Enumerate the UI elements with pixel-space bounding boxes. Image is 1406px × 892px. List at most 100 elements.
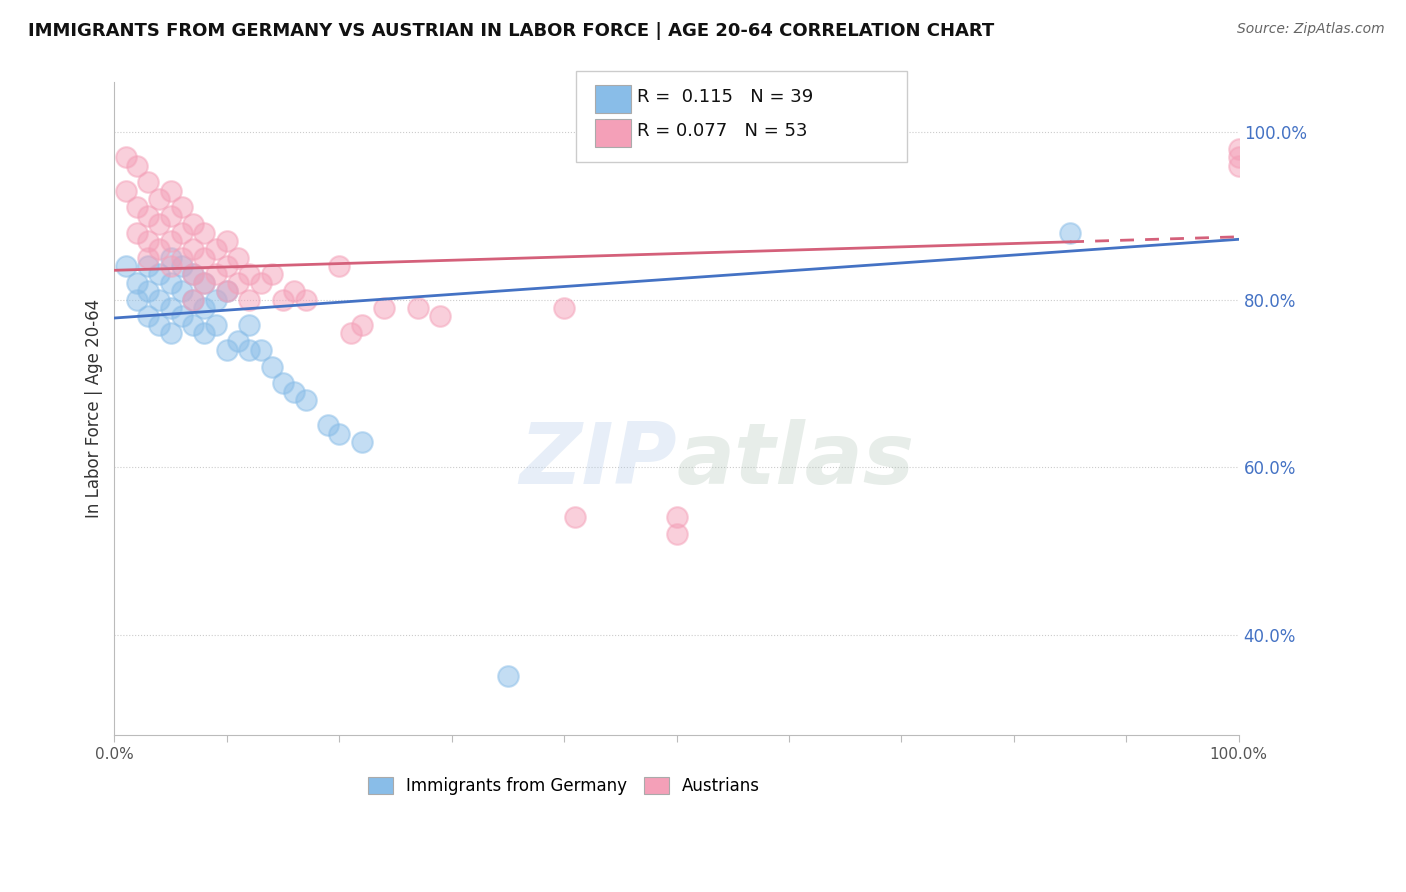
- Point: [148, 268, 170, 282]
- Point: [1059, 226, 1081, 240]
- Point: [215, 234, 238, 248]
- Point: [429, 310, 451, 324]
- Point: [406, 301, 429, 315]
- Point: [373, 301, 395, 315]
- Point: [181, 318, 204, 332]
- Point: [238, 293, 260, 307]
- Point: [159, 326, 181, 340]
- Point: [294, 393, 316, 408]
- Point: [339, 326, 361, 340]
- Point: [249, 343, 271, 357]
- Point: [114, 150, 136, 164]
- Point: [125, 201, 148, 215]
- Point: [170, 226, 193, 240]
- Point: [283, 384, 305, 399]
- Point: [181, 243, 204, 257]
- Point: [1227, 150, 1250, 164]
- Point: [136, 310, 159, 324]
- Point: [1227, 142, 1250, 156]
- Point: [125, 276, 148, 290]
- Point: [215, 343, 238, 357]
- Point: [193, 276, 215, 290]
- Point: [260, 359, 283, 374]
- Point: [249, 276, 271, 290]
- Point: [271, 376, 294, 391]
- Point: [1227, 159, 1250, 173]
- Point: [136, 259, 159, 273]
- Point: [564, 510, 586, 524]
- Y-axis label: In Labor Force | Age 20-64: In Labor Force | Age 20-64: [86, 299, 103, 518]
- Point: [204, 243, 226, 257]
- Point: [226, 334, 249, 349]
- Text: IMMIGRANTS FROM GERMANY VS AUSTRIAN IN LABOR FORCE | AGE 20-64 CORRELATION CHART: IMMIGRANTS FROM GERMANY VS AUSTRIAN IN L…: [28, 22, 994, 40]
- Point: [125, 226, 148, 240]
- Point: [181, 268, 204, 282]
- Point: [204, 268, 226, 282]
- Point: [136, 209, 159, 223]
- Point: [125, 159, 148, 173]
- Text: R = 0.077   N = 53: R = 0.077 N = 53: [637, 122, 807, 140]
- Point: [204, 318, 226, 332]
- Text: atlas: atlas: [676, 419, 915, 502]
- Point: [316, 418, 339, 433]
- Point: [193, 326, 215, 340]
- Point: [170, 284, 193, 298]
- Point: [159, 234, 181, 248]
- Point: [159, 301, 181, 315]
- Point: [350, 318, 373, 332]
- Point: [170, 259, 193, 273]
- Point: [170, 201, 193, 215]
- Point: [496, 669, 519, 683]
- Point: [260, 268, 283, 282]
- Point: [271, 293, 294, 307]
- Point: [181, 217, 204, 231]
- Point: [238, 318, 260, 332]
- Point: [328, 426, 350, 441]
- Legend: Immigrants from Germany, Austrians: Immigrants from Germany, Austrians: [361, 771, 768, 802]
- Point: [181, 293, 204, 307]
- Point: [114, 259, 136, 273]
- Point: [148, 243, 170, 257]
- Point: [215, 284, 238, 298]
- Point: [136, 234, 159, 248]
- Point: [159, 259, 181, 273]
- Text: ZIP: ZIP: [519, 419, 676, 502]
- Point: [125, 293, 148, 307]
- Point: [193, 301, 215, 315]
- Point: [283, 284, 305, 298]
- Point: [136, 251, 159, 265]
- Point: [170, 310, 193, 324]
- Point: [148, 217, 170, 231]
- Point: [193, 226, 215, 240]
- Point: [294, 293, 316, 307]
- Point: [181, 293, 204, 307]
- Point: [136, 284, 159, 298]
- Text: Source: ZipAtlas.com: Source: ZipAtlas.com: [1237, 22, 1385, 37]
- Point: [350, 434, 373, 449]
- Point: [114, 184, 136, 198]
- Point: [238, 343, 260, 357]
- Point: [193, 251, 215, 265]
- Point: [215, 284, 238, 298]
- Point: [148, 318, 170, 332]
- Point: [238, 268, 260, 282]
- Point: [181, 268, 204, 282]
- Point: [136, 175, 159, 189]
- Point: [159, 209, 181, 223]
- Point: [226, 276, 249, 290]
- Point: [193, 276, 215, 290]
- Point: [159, 184, 181, 198]
- Point: [215, 259, 238, 273]
- Point: [159, 251, 181, 265]
- Text: R =  0.115   N = 39: R = 0.115 N = 39: [637, 88, 813, 106]
- Point: [328, 259, 350, 273]
- Point: [204, 293, 226, 307]
- Point: [665, 510, 688, 524]
- Point: [665, 527, 688, 541]
- Point: [226, 251, 249, 265]
- Point: [159, 276, 181, 290]
- Point: [148, 293, 170, 307]
- Point: [170, 251, 193, 265]
- Point: [553, 301, 575, 315]
- Point: [148, 192, 170, 206]
